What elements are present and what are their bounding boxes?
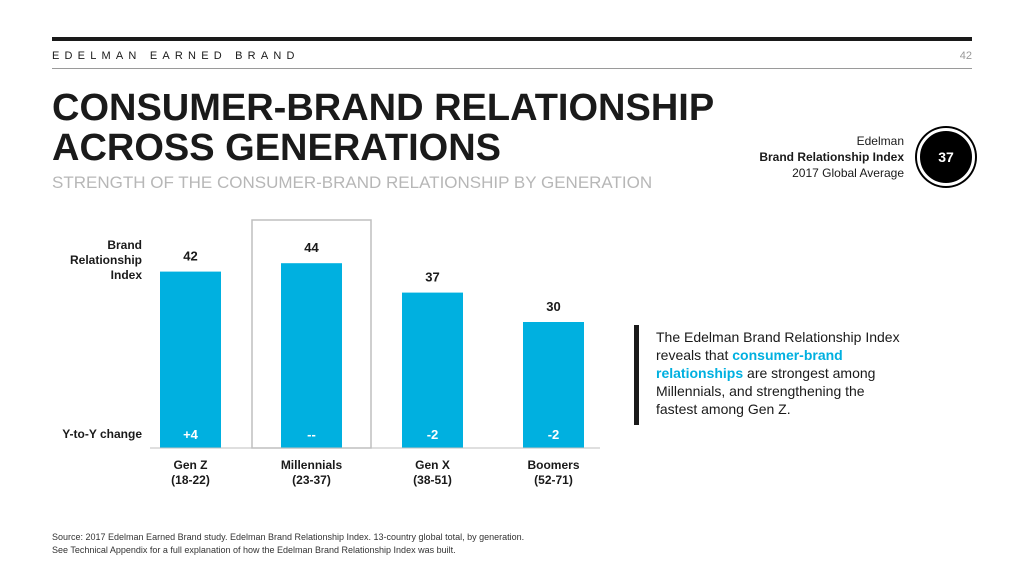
index-badge-line3: 2017 Global Average (792, 166, 904, 180)
index-row-label-line1: Brand (107, 238, 142, 252)
category-label: Gen X (415, 458, 450, 472)
bar-value-label: 42 (183, 249, 197, 264)
callout-text-part1: The Edelman Brand Relationship Index rev… (656, 329, 900, 363)
index-badge-line1: Edelman (856, 134, 904, 148)
brand-line: EDELMAN EARNED BRAND (52, 50, 300, 62)
index-badge-line2: Brand Relationship Index (759, 150, 904, 164)
bar (523, 322, 584, 448)
page-subtitle: STRENGTH OF THE CONSUMER-BRAND RELATIONS… (52, 173, 653, 192)
header-divider (52, 68, 972, 69)
source-note: Source: 2017 Edelman Earned Brand study.… (52, 531, 524, 557)
source-line2: See Technical Appendix for a full explan… (52, 545, 456, 555)
index-row-label: Brand Relationship Index (42, 238, 142, 283)
age-range-label: (38-51) (413, 473, 452, 487)
callout-text: The Edelman Brand Relationship Index rev… (656, 328, 906, 418)
bar-value-label: 37 (425, 270, 439, 285)
age-range-label: (23-37) (292, 473, 331, 487)
index-row-label-line2: Relationship Index (69, 253, 142, 282)
source-line1: Source: 2017 Edelman Earned Brand study.… (52, 532, 525, 542)
yoy-row-label: Y-to-Y change (62, 427, 142, 441)
yoy-change-label: -2 (427, 427, 439, 442)
callout-text-part2: are strongest among Millennials, and str… (656, 365, 876, 417)
category-label: Gen Z (173, 458, 207, 472)
category-label: Boomers (527, 458, 579, 472)
age-range-label: (52-71) (534, 473, 573, 487)
bar-value-label: 30 (546, 299, 560, 314)
callout-accent-bar (634, 325, 639, 425)
age-range-label: (18-22) (171, 473, 210, 487)
bar (402, 292, 463, 448)
page-number: 42 (959, 50, 972, 62)
yoy-change-label: -2 (548, 427, 560, 442)
top-rule-bar (52, 37, 972, 41)
page-title: CONSUMER-BRAND RELATIONSHIP ACROSS GENER… (52, 87, 714, 169)
yoy-change-label: -- (307, 427, 316, 442)
bar-value-label: 44 (304, 240, 319, 255)
yoy-change-label: +4 (183, 427, 199, 442)
bar (160, 271, 221, 448)
index-badge-label: Edelman Brand Relationship Index 2017 Gl… (759, 133, 904, 181)
index-badge-circle: 37 (917, 128, 975, 186)
callout-highlight: consumer-brand relationships (656, 347, 843, 381)
bar (281, 263, 342, 448)
category-label: Millennials (281, 458, 343, 472)
